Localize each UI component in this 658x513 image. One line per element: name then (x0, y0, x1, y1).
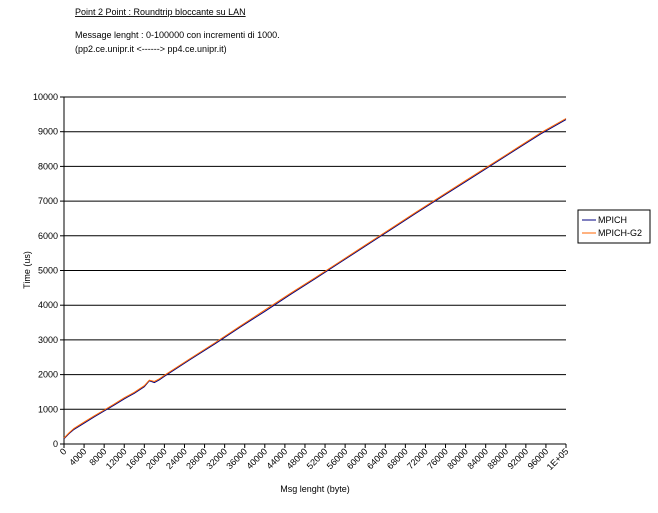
series-line (63, 118, 567, 439)
x-tick-label: 28000 (184, 446, 209, 471)
y-tick-label: 4000 (38, 300, 58, 310)
chart-subtitle: Message lenght : 0-100000 con incrementi… (75, 30, 280, 40)
x-tick-label: 52000 (305, 446, 330, 471)
y-tick-label: 2000 (38, 370, 58, 380)
legend-label: MPICH-G2 (598, 228, 642, 238)
y-tick-label: 0 (53, 439, 58, 449)
y-tick-label: 1000 (38, 404, 58, 414)
legend-box (577, 209, 651, 244)
x-tick-label: 84000 (465, 446, 490, 471)
y-tick-label: 3000 (38, 335, 58, 345)
x-tick-label: 40000 (244, 446, 269, 471)
chart-annotation: (pp2.ce.unipr.it <------> pp4.ce.unipr.i… (75, 44, 227, 54)
x-tick-label: 76000 (425, 446, 450, 471)
chart-title: Point 2 Point : Roundtrip bloccante su L… (75, 7, 246, 17)
y-tick-label: 10000 (33, 92, 58, 102)
x-tick-label: 0 (58, 446, 69, 457)
x-tick-label: 88000 (485, 446, 510, 471)
y-tick-label: 6000 (38, 231, 58, 241)
legend-label: MPICH (598, 215, 627, 225)
x-tick-label: 1E+05 (545, 446, 571, 472)
x-tick-label: 64000 (365, 446, 390, 471)
x-tick-label: 44000 (265, 446, 290, 471)
y-tick-label: 5000 (38, 266, 58, 276)
y-tick-label: 9000 (38, 127, 58, 137)
x-tick-label: 24000 (164, 446, 189, 471)
x-tick-label: 36000 (224, 446, 249, 471)
x-tick-label: 68000 (385, 446, 410, 471)
y-tick-label: 7000 (38, 196, 58, 206)
x-tick-label: 48000 (285, 446, 310, 471)
x-tick-label: 12000 (104, 446, 129, 471)
x-axis-label: Msg lenght (byte) (280, 484, 350, 494)
y-tick-label: 8000 (38, 161, 58, 171)
series-line (63, 119, 567, 440)
x-tick-label: 4000 (67, 446, 88, 467)
x-tick-label: 60000 (345, 446, 370, 471)
x-tick-label: 80000 (445, 446, 470, 471)
x-tick-label: 72000 (405, 446, 430, 471)
x-tick-label: 16000 (124, 446, 149, 471)
x-tick-label: 20000 (144, 446, 169, 471)
y-axis-label: Time (us) (22, 251, 32, 289)
x-tick-label: 32000 (204, 446, 229, 471)
x-tick-label: 92000 (505, 446, 530, 471)
x-tick-label: 56000 (325, 446, 350, 471)
